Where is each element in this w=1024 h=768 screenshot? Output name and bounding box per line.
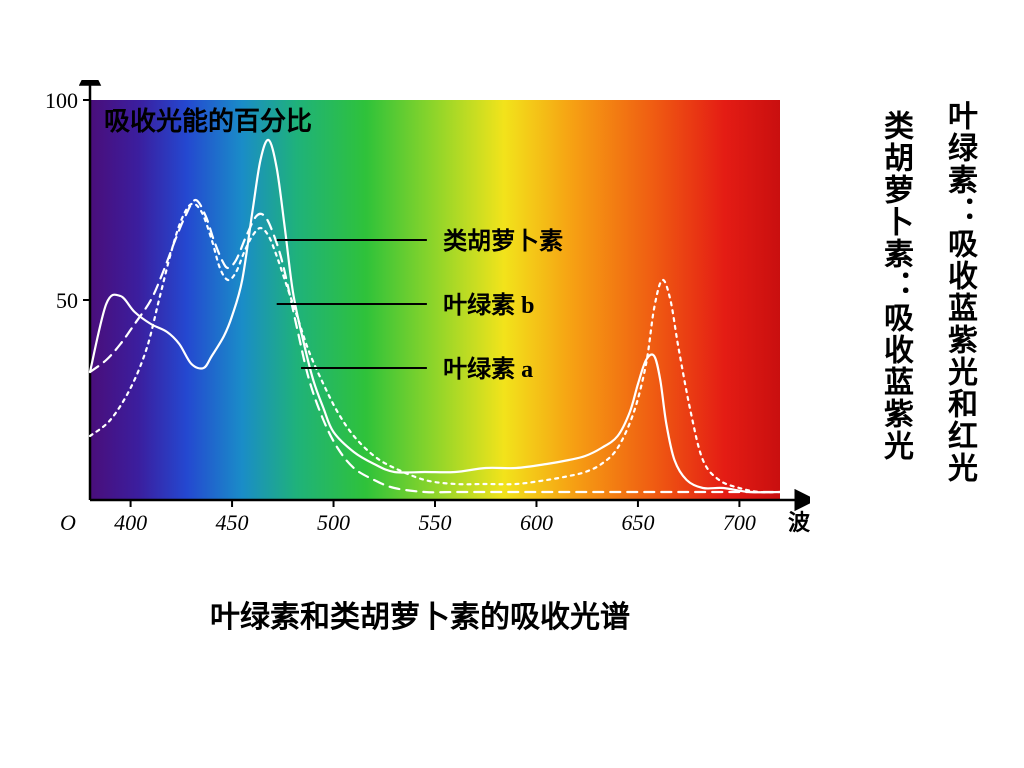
y-tick-label: 50 [56,288,78,313]
chart-container: 400 450 500 550 600 650 700 波长/nm O 50 100 吸收光能的百分比… [30,80,810,560]
stage: 400 450 500 550 600 650 700 波长/nm O 50 100 吸收光能的百分比… [0,0,1024,768]
y-tick-label: 100 [45,88,78,113]
absorption-spectrum-chart: 400 450 500 550 600 650 700 波长/nm O 50 100 吸收光能的百分比… [30,80,810,560]
chart-caption: 叶绿素和类胡萝卜素的吸收光谱 [30,592,810,636]
x-tick-label: 500 [317,510,350,535]
x-tick-label: 550 [419,510,452,535]
series-label: 类胡萝卜素 [443,228,563,255]
series-label: 叶绿素 b [443,291,534,319]
x-axis-label: 波长/nm [788,510,810,535]
series-label: 叶绿素 a [443,355,533,383]
chart-inplot-title: 吸收光能的百分比 [104,106,312,136]
x-tick-label: 650 [621,510,654,535]
spectrum-background [90,100,780,500]
x-tick-label: 700 [723,510,756,535]
origin-label: O [60,510,76,535]
x-tick-label: 400 [114,510,147,535]
x-tick-label: 450 [216,510,249,535]
side-note-chlorophyll: 叶绿素：吸收蓝紫光和红光 [940,100,979,484]
x-tick-label: 600 [520,510,553,535]
side-note-carotenoid: 类胡萝卜素：吸收蓝紫光 [876,110,915,462]
